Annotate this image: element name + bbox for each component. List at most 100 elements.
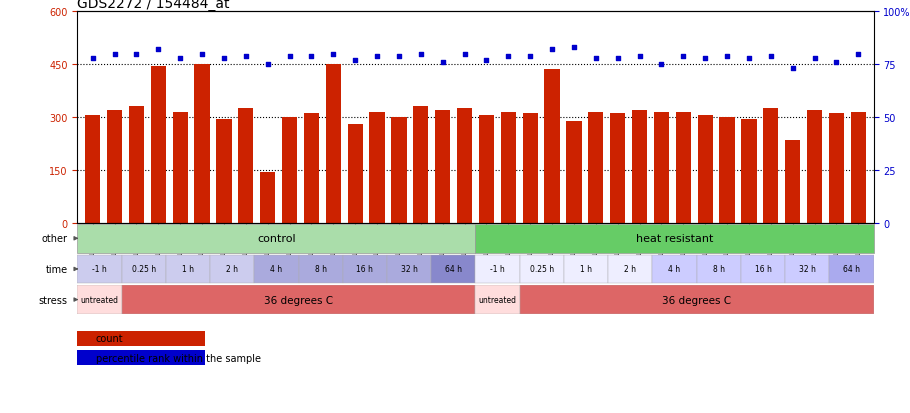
Text: 8 h: 8 h (713, 265, 724, 274)
Bar (742, 119, 756, 223)
Bar (829, 114, 844, 223)
Text: 8 h: 8 h (315, 265, 327, 274)
Bar (77, 331, 205, 346)
Bar (520, 285, 874, 314)
Bar (610, 114, 625, 223)
Bar (77, 255, 122, 284)
Bar (369, 112, 385, 223)
Text: 0.25 h: 0.25 h (132, 265, 156, 274)
Point (260, 62, 275, 68)
Bar (522, 114, 538, 223)
Text: 36 degrees C: 36 degrees C (662, 295, 732, 305)
Point (151, 47, 166, 54)
Bar (260, 172, 276, 223)
Bar (413, 107, 429, 223)
Bar (475, 285, 520, 314)
Point (851, 51, 865, 58)
Text: 2 h: 2 h (227, 265, 238, 274)
Bar (387, 255, 431, 284)
Text: 4 h: 4 h (669, 265, 681, 274)
Bar (210, 255, 254, 284)
Bar (697, 255, 741, 284)
Text: time: time (46, 264, 68, 274)
Bar (122, 285, 475, 314)
Text: 32 h: 32 h (799, 265, 815, 274)
Bar (166, 255, 210, 284)
Point (589, 55, 603, 62)
Point (348, 57, 362, 64)
Point (391, 53, 406, 60)
Point (173, 55, 187, 62)
Bar (653, 112, 669, 223)
Text: stress: stress (39, 295, 68, 305)
Bar (238, 109, 254, 223)
Text: -1 h: -1 h (92, 265, 106, 274)
Point (567, 45, 581, 52)
Text: 1 h: 1 h (182, 265, 194, 274)
Point (238, 53, 253, 60)
Text: 16 h: 16 h (357, 265, 373, 274)
Bar (608, 255, 652, 284)
Bar (195, 65, 209, 223)
Bar (77, 224, 475, 253)
Bar (588, 112, 603, 223)
Point (501, 53, 516, 60)
Point (217, 55, 231, 62)
Point (545, 47, 560, 54)
Bar (763, 109, 778, 223)
Bar (106, 111, 122, 223)
Point (129, 51, 144, 58)
Text: -1 h: -1 h (490, 265, 505, 274)
Bar (173, 112, 187, 223)
Point (632, 53, 647, 60)
Bar (435, 111, 450, 223)
Point (742, 55, 756, 62)
Point (654, 62, 669, 68)
Point (829, 59, 844, 66)
Text: 64 h: 64 h (445, 265, 462, 274)
Bar (475, 224, 874, 253)
Bar (475, 255, 520, 284)
Point (107, 51, 122, 58)
Bar (217, 119, 231, 223)
Text: count: count (96, 334, 123, 344)
Bar (77, 351, 205, 365)
Point (807, 55, 822, 62)
Bar (122, 255, 166, 284)
Text: other: other (42, 234, 68, 244)
Point (720, 53, 734, 60)
Text: 4 h: 4 h (270, 265, 282, 274)
Bar (479, 116, 494, 223)
Point (282, 53, 297, 60)
Bar (391, 118, 407, 223)
Point (457, 51, 471, 58)
Bar (520, 255, 564, 284)
Text: heat resistant: heat resistant (636, 234, 713, 244)
Bar (741, 255, 785, 284)
Point (480, 57, 494, 64)
Point (326, 51, 340, 58)
Bar (544, 70, 560, 223)
Bar (851, 112, 866, 223)
Bar (298, 255, 343, 284)
Bar (77, 285, 122, 314)
Bar (85, 116, 100, 223)
Text: 16 h: 16 h (754, 265, 772, 274)
Bar (457, 109, 472, 223)
Bar (829, 255, 874, 284)
Point (763, 53, 778, 60)
Bar (282, 118, 298, 223)
Bar (675, 112, 691, 223)
Point (195, 51, 209, 58)
Point (86, 55, 100, 62)
Bar (254, 255, 298, 284)
Text: 32 h: 32 h (400, 265, 418, 274)
Text: GDS2272 / 154484_at: GDS2272 / 154484_at (77, 0, 230, 12)
Text: 64 h: 64 h (843, 265, 860, 274)
Bar (697, 116, 713, 223)
Point (369, 53, 384, 60)
Bar (304, 114, 319, 223)
Point (304, 53, 318, 60)
Bar (652, 255, 697, 284)
Bar (326, 65, 341, 223)
